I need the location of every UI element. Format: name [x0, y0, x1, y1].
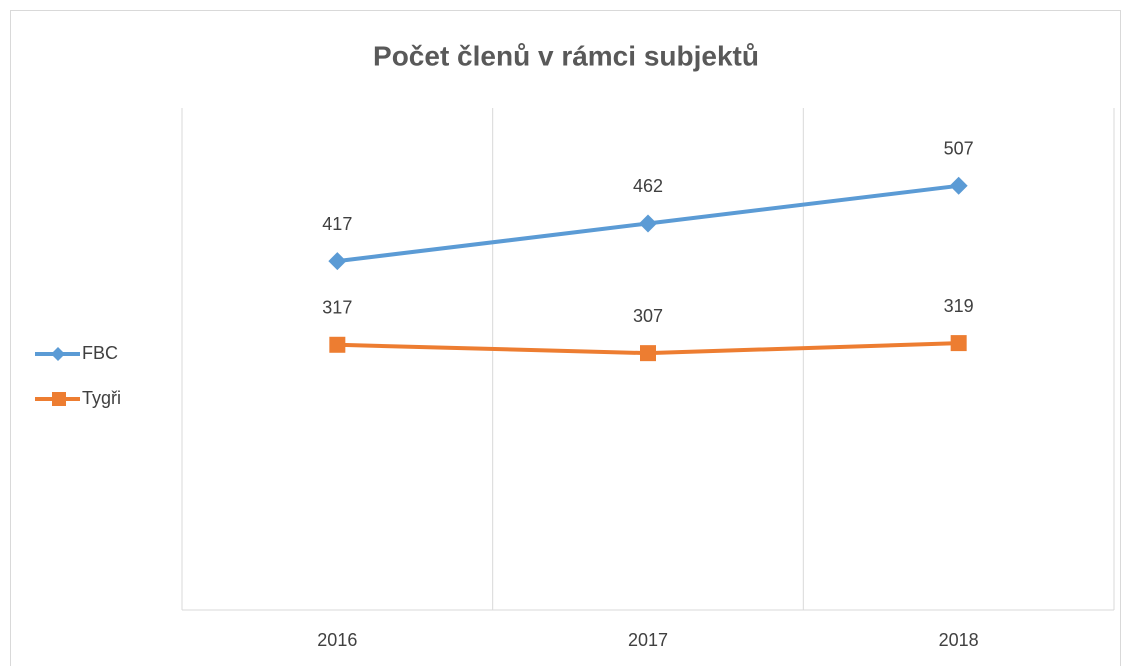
- marker: [328, 252, 347, 271]
- x-tick-label: 2017: [628, 630, 668, 650]
- data-label: 307: [633, 306, 663, 326]
- data-label: 319: [944, 296, 974, 316]
- chart-border: [10, 10, 1121, 666]
- data-label: 462: [633, 176, 663, 196]
- marker: [950, 335, 967, 352]
- marker: [329, 336, 346, 353]
- chart-title: Počet členů v rámci subjektů: [373, 40, 759, 71]
- marker: [949, 176, 968, 195]
- data-label: 417: [322, 214, 352, 234]
- legend-marker: [52, 392, 66, 406]
- marker: [640, 345, 656, 362]
- legend-label: FBC: [82, 343, 118, 363]
- data-label: 507: [944, 139, 974, 159]
- legend-marker: [51, 347, 65, 361]
- data-label: 317: [322, 298, 352, 318]
- x-tick-label: 2016: [317, 630, 357, 650]
- legend-label: Tygři: [82, 388, 121, 408]
- x-tick-label: 2018: [939, 630, 979, 650]
- marker: [639, 214, 657, 233]
